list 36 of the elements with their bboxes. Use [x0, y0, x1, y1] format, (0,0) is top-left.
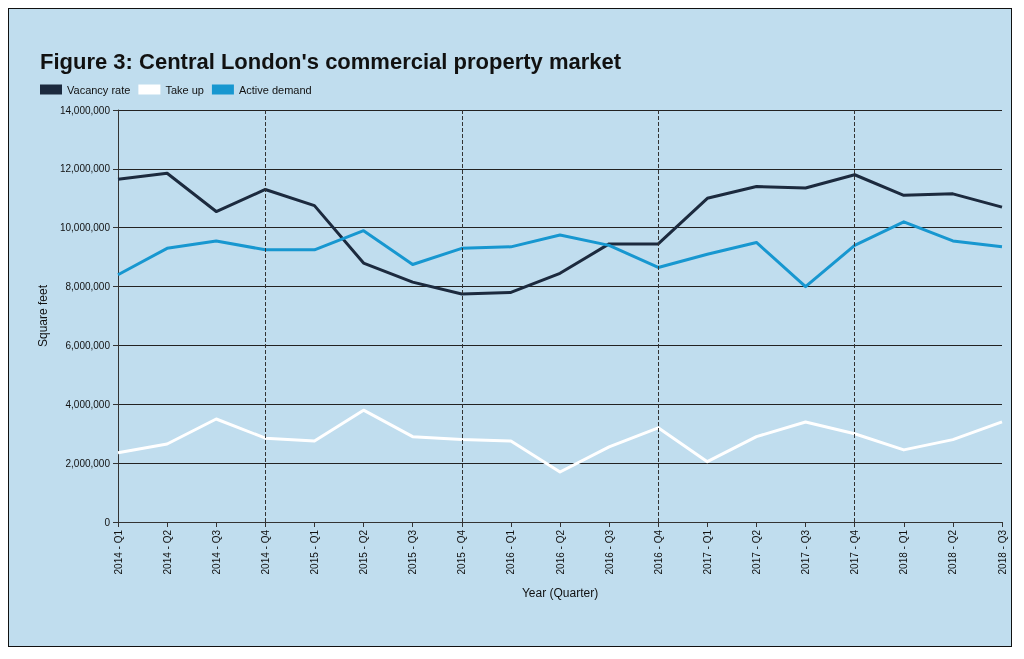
x-tick-label: 2014 - Q4	[259, 529, 271, 575]
y-tick-label: 8,000,000	[65, 281, 111, 293]
y-tick-label: 6,000,000	[65, 339, 111, 351]
line-series	[116, 220, 1004, 289]
x-axis-title: Year (Quarter)	[521, 586, 599, 600]
x-tick-label: 2015 - Q2	[358, 529, 370, 575]
y-tick-label: 0	[104, 516, 111, 528]
chart-title: Figure 3: Central London's commercial property market	[40, 48, 622, 74]
x-tick-label: 2016 - Q3	[603, 529, 615, 575]
legend-label: Vacancy rate	[67, 83, 131, 96]
y-tick-label: 12,000,000	[59, 163, 111, 175]
x-tick-label: 2018 - Q3	[996, 529, 1008, 575]
line-series	[116, 408, 1004, 474]
x-tick-label: 2018 - Q1	[898, 529, 910, 575]
y-tick-label: 4,000,000	[65, 398, 111, 410]
x-tick-label: 2017 - Q2	[750, 529, 762, 575]
x-tick-label: 2017 - Q3	[800, 529, 812, 575]
x-tick-label: 2016 - Q2	[554, 529, 566, 575]
x-tick-label: 2015 - Q1	[308, 529, 320, 575]
x-tick-label: 2015 - Q3	[407, 529, 419, 575]
line-series	[116, 171, 1004, 296]
x-tick-label: 2017 - Q4	[849, 529, 861, 575]
legend-label: Active demand	[238, 83, 312, 96]
x-tick-label: 2016 - Q4	[652, 529, 664, 575]
y-tick-label: 14,000,000	[59, 104, 111, 116]
x-tick-label: 2014 - Q2	[161, 529, 173, 575]
x-tick-label: 2014 - Q3	[210, 529, 222, 575]
x-tick-label: 2016 - Q1	[505, 529, 517, 575]
y-axis-title: Square feet	[36, 284, 51, 348]
y-tick-label: 10,000,000	[59, 222, 111, 234]
x-tick-label: 2014 - Q1	[112, 529, 124, 575]
legend-label: Take up	[165, 83, 204, 96]
x-tick-label: 2017 - Q1	[701, 529, 713, 575]
x-tick-label: 2015 - Q4	[456, 529, 468, 575]
y-tick-label: 2,000,000	[65, 457, 111, 469]
x-tick-label: 2018 - Q2	[947, 529, 959, 575]
